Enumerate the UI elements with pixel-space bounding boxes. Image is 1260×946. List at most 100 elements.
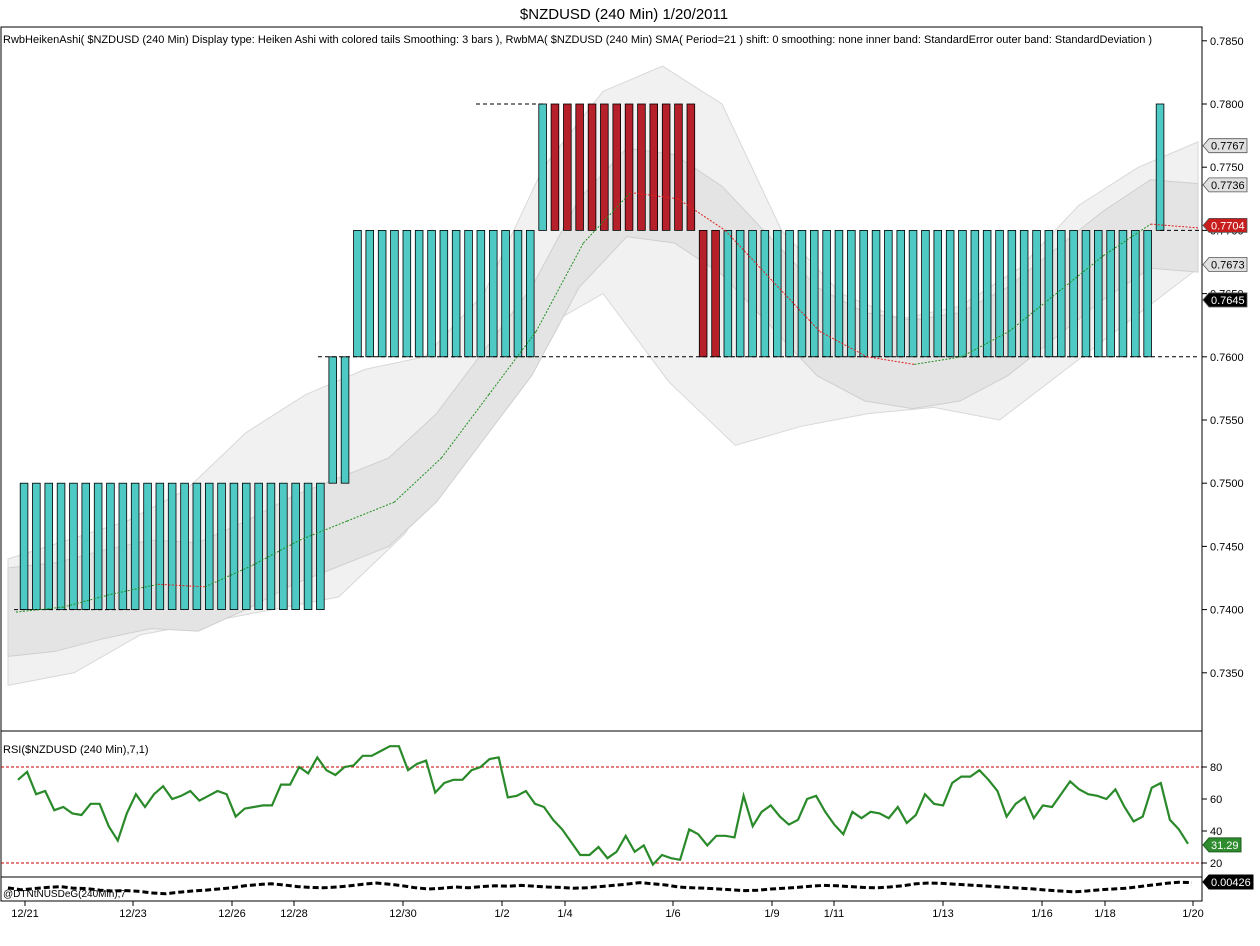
ma-line-segment [393, 457, 442, 503]
ha-bar [600, 103, 609, 231]
ha-bar [204, 482, 214, 611]
price-tag [1202, 292, 1248, 308]
ha-bar [279, 482, 288, 611]
ha-bar [884, 229, 893, 358]
ha-bar [118, 482, 128, 611]
date-tick-label: 12/30 [389, 908, 417, 920]
price-tag-label: 0.7767 [1211, 141, 1245, 153]
date-tick-label: 12/23 [119, 908, 147, 920]
ha-bar [711, 229, 720, 358]
lower-plot-area [7, 880, 1193, 896]
ma-line-segment [346, 501, 395, 522]
ha-bar [945, 229, 955, 358]
ma-line-segment [157, 583, 206, 588]
ha-bar [464, 229, 473, 358]
ha-bar [439, 229, 449, 358]
rsi-tick-label: 80 [1210, 762, 1222, 774]
ha-bar [1007, 229, 1017, 358]
rsi-plot-area [1, 745, 1202, 867]
ma-line-segment [110, 583, 158, 595]
ha-bar [686, 103, 696, 231]
ha-bar [1069, 229, 1078, 358]
ha-bar [377, 229, 387, 358]
ma-line-segment [1103, 223, 1151, 257]
lower-pane-legend: @DTNtNUSDeG(240Min),7 [3, 889, 126, 900]
lower-value-tag [1202, 874, 1254, 890]
price-tick-label: 0.7450 [1210, 541, 1244, 553]
ha-bar [563, 103, 572, 231]
ha-bar [538, 103, 547, 231]
ha-bar [859, 229, 868, 358]
ha-bar [1044, 229, 1054, 358]
ha-bar [1155, 103, 1165, 231]
ha-bar [353, 229, 362, 358]
date-tick-label: 12/28 [280, 908, 308, 920]
ha-bar [340, 356, 350, 484]
date-tick-label: 1/20 [1182, 908, 1203, 920]
ha-bar [1057, 229, 1066, 358]
ha-bar [155, 482, 165, 611]
ha-bar [56, 482, 66, 611]
ma-line-segment [1055, 255, 1104, 294]
ma-line-segment [1008, 293, 1057, 332]
ha-bar [488, 229, 498, 358]
price-tick-label: 0.7750 [1210, 162, 1244, 174]
ha-bar [982, 229, 992, 358]
date-tick-label: 1/18 [1094, 908, 1115, 920]
ha-bar [365, 229, 374, 358]
ha-bar [908, 229, 918, 358]
price-pane[interactable]: RwbHeikenAshi( $NZDUSD (240 Min) Display… [0, 26, 1203, 732]
ha-bar [674, 103, 683, 231]
ma-line-segment [1150, 223, 1199, 229]
ha-bar [513, 229, 523, 358]
chart-title: $NZDUSD (240 Min) 1/20/2011 [520, 6, 728, 23]
rsi-value-label: 31.29 [1211, 840, 1239, 852]
ha-bar [698, 229, 708, 358]
lower-indicator-pane[interactable]: @DTNtNUSDeG(240Min),7 [0, 876, 1203, 902]
rsi-tick-label: 20 [1210, 858, 1222, 870]
ha-bar [785, 229, 794, 358]
ma-line-segment [441, 394, 490, 459]
ha-bar [921, 229, 930, 358]
ha-bar [501, 229, 510, 358]
ha-bar [847, 229, 856, 358]
ha-bar [587, 103, 597, 231]
ha-bar [1118, 229, 1128, 358]
lower-indicator-line [7, 880, 1193, 896]
ha-bar [526, 229, 535, 358]
price-tag-label: 0.7673 [1211, 260, 1245, 272]
ha-bar [402, 229, 412, 358]
rsi-pane-frame [0, 730, 1203, 878]
date-tick-label: 12/26 [218, 908, 246, 920]
rsi-value-tag [1202, 837, 1242, 853]
ma-line-segment [630, 192, 678, 200]
ha-bar [93, 482, 103, 611]
ha-bar [748, 229, 757, 358]
ha-bar [612, 103, 622, 231]
ma-line-segment [204, 564, 253, 588]
ma-line-segment [961, 331, 1010, 358]
ha-bar [414, 229, 424, 358]
ha-bar [1081, 229, 1091, 358]
price-tag-label: 0.7645 [1211, 295, 1245, 307]
ha-bar [970, 229, 980, 358]
ha-bar [291, 482, 300, 611]
ha-bar [254, 482, 263, 611]
price-pane-legend: RwbHeikenAshi( $NZDUSD (240 Min) Display… [3, 34, 1152, 46]
ha-bar [871, 229, 881, 358]
ha-bar [773, 229, 782, 358]
ha-bar [217, 482, 226, 611]
ha-bar [550, 103, 560, 231]
ha-bar [81, 482, 91, 611]
ma-line-segment [819, 331, 868, 358]
ha-bar [427, 229, 436, 358]
rsi-pane[interactable]: RSI($NZDUSD (240 Min),7,1) [0, 730, 1203, 878]
ha-bar [143, 482, 152, 611]
ha-bar [1143, 229, 1152, 358]
ha-bar [1131, 229, 1140, 358]
ha-bar [575, 103, 584, 231]
rsi-tick-label: 60 [1210, 794, 1222, 806]
ma-line-segment [488, 331, 537, 395]
ha-bar [810, 229, 819, 358]
